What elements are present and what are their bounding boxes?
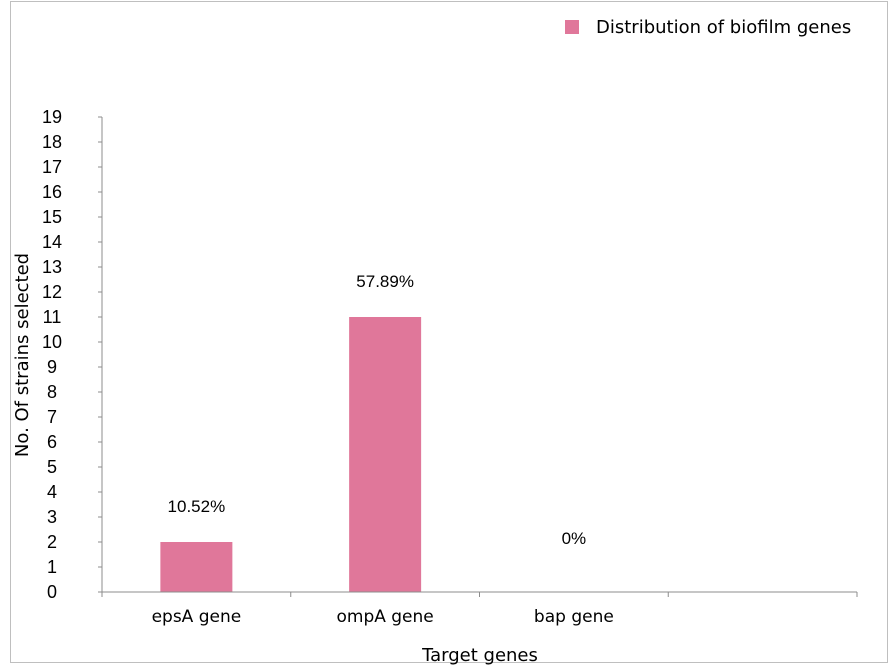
y-tick-label: 13 xyxy=(42,257,62,277)
legend-label: Distribution of biofilm genes xyxy=(596,17,851,38)
x-tick-label: bap gene xyxy=(534,607,614,627)
y-tick-label: 6 xyxy=(47,432,57,452)
bars xyxy=(160,317,422,592)
y-tick-label: 11 xyxy=(43,307,62,327)
y-tick-label: 17 xyxy=(42,157,62,177)
y-tick-label: 3 xyxy=(47,507,57,527)
data-labels: 10.52% 57.89% 0% xyxy=(168,272,587,548)
y-tick-label: 16 xyxy=(42,182,62,202)
y-tick-label: 19 xyxy=(42,107,62,127)
y-tick-label: 7 xyxy=(47,407,57,427)
y-tick-label: 2 xyxy=(47,532,57,552)
x-tick-label: epsA gene xyxy=(152,607,242,627)
y-tick-label: 10 xyxy=(42,332,62,352)
y-tick-label: 1 xyxy=(47,557,57,577)
x-axis-tick-labels: epsA gene ompA gene bap gene xyxy=(152,607,614,627)
x-axis-title: Target genes xyxy=(421,645,538,666)
bar xyxy=(349,317,422,592)
bar xyxy=(160,542,233,592)
y-tick-label: 4 xyxy=(47,482,57,502)
y-axis-title: No. Of strains selected xyxy=(12,253,33,457)
data-label: 57.89% xyxy=(356,272,414,291)
y-tick-label: 8 xyxy=(47,382,57,402)
y-tick-label: 14 xyxy=(42,232,62,252)
chart-frame xyxy=(10,1,888,663)
y-axis-ticks xyxy=(98,116,102,593)
y-tick-label: 12 xyxy=(42,282,62,302)
y-tick-label: 5 xyxy=(47,457,57,477)
data-label: 0% xyxy=(562,529,587,548)
y-tick-label: 15 xyxy=(42,207,62,227)
y-tick-label: 18 xyxy=(42,132,62,152)
x-axis-ticks xyxy=(101,592,858,597)
y-tick-label: 9 xyxy=(47,357,57,377)
x-tick-label: ompA gene xyxy=(336,607,433,627)
legend-swatch xyxy=(565,20,579,34)
y-tick-label: 0 xyxy=(47,582,57,602)
data-label: 10.52% xyxy=(168,497,226,516)
